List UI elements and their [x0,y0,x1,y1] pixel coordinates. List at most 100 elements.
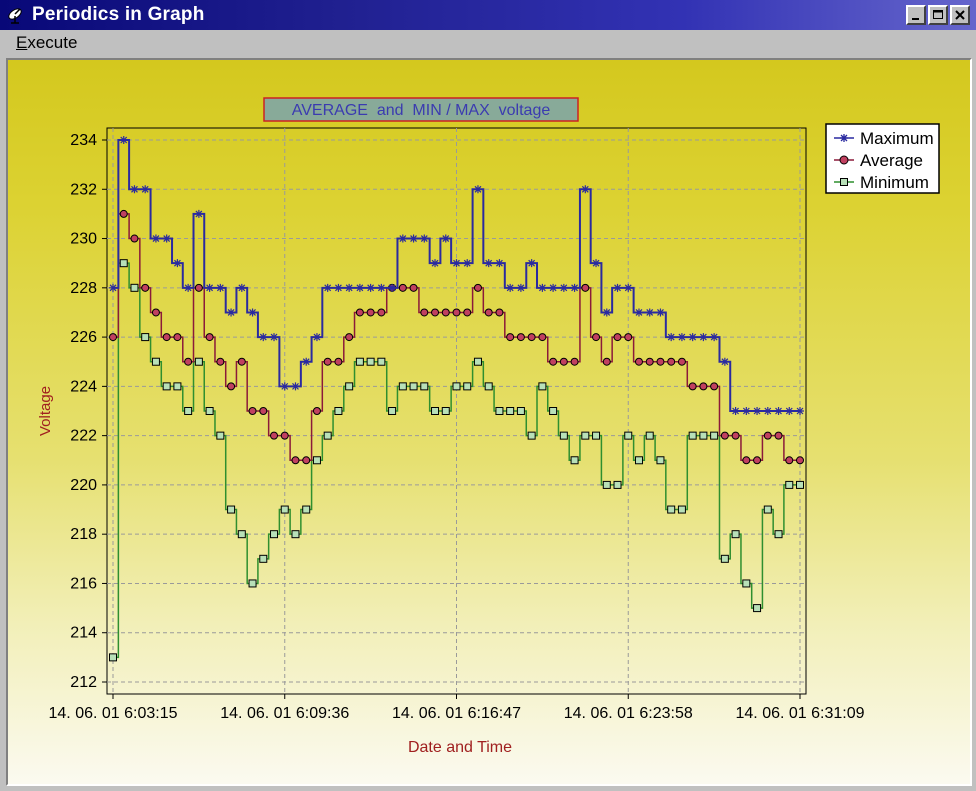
point-average [280,431,289,440]
point-minimum [581,431,590,440]
y-tick-label: 216 [70,575,97,592]
point-maximum [774,407,783,415]
point-average [345,333,354,342]
point-average [710,382,719,391]
close-icon[interactable] [950,5,970,25]
point-average [366,308,375,317]
point-minimum [334,407,343,415]
legend-item-maximum: Maximum [834,129,934,148]
point-average [473,283,482,292]
point-average [645,357,654,366]
point-maximum [162,234,171,243]
x-tick-label: 14. 06. 01 6:31:09 [736,705,865,722]
point-maximum [130,185,139,194]
point-average [763,431,772,440]
point-maximum [506,283,515,292]
x-axis: 14. 06. 01 6:03:15 14. 06. 01 6:09:36 14. … [49,694,865,722]
point-minimum [549,407,558,415]
point-average [355,308,364,317]
point-average [602,357,611,366]
point-average [720,431,729,440]
satellite-dish-icon[interactable] [6,5,26,25]
legend-label: Minimum [860,173,929,192]
point-minimum [291,530,300,539]
point-maximum [645,308,654,317]
point-maximum [720,357,729,366]
point-maximum [205,283,214,292]
point-average [420,308,429,317]
point-maximum [312,333,321,342]
point-minimum [302,505,311,514]
menu-execute[interactable]: Execute [16,33,77,53]
point-average [205,333,214,342]
point-maximum [184,283,193,292]
point-maximum [753,407,762,415]
point-maximum [441,234,450,243]
point-maximum [345,283,354,292]
point-minimum [420,382,429,391]
point-maximum [420,234,429,243]
point-minimum [259,554,268,563]
point-minimum [109,653,117,662]
x-tick-label: 14. 06. 01 6:09:36 [220,705,349,722]
point-average [753,456,762,465]
point-maximum [538,283,547,292]
legend: Maximum Average Minimum [825,123,940,194]
point-minimum [796,480,804,489]
point-average [291,456,300,465]
point-minimum [280,505,289,514]
maximize-icon[interactable] [928,5,948,25]
point-average [216,357,225,366]
point-maximum [527,259,536,268]
point-maximum [398,234,407,243]
point-maximum [742,407,751,415]
point-average [688,382,697,391]
point-minimum [409,382,418,391]
point-minimum [345,382,354,391]
point-average [162,333,171,342]
title-bar[interactable]: Periodics in Graph [0,0,976,30]
point-minimum [753,604,762,613]
point-average [377,308,386,317]
point-maximum [323,283,332,292]
point-minimum [592,431,601,440]
point-minimum [119,259,128,268]
point-minimum [151,357,160,366]
point-minimum [173,382,182,391]
series-layer [109,136,804,662]
voltage-chart: 212 214 216 218 220 222 224 226 228 230 232 234 14.… [37,97,940,756]
point-minimum [484,382,493,391]
point-minimum [216,431,225,440]
point-maximum [495,259,504,268]
point-average [398,283,407,292]
point-minimum [516,407,525,415]
minimize-icon[interactable] [906,5,926,25]
point-maximum [141,185,150,194]
point-maximum [151,234,160,243]
legend-label: Maximum [860,129,934,148]
point-maximum [763,407,772,415]
point-average [248,407,257,415]
point-maximum [452,259,461,268]
point-minimum [731,530,740,539]
point-average [409,283,418,292]
point-average [796,456,804,465]
point-average [506,333,515,342]
point-maximum [656,308,665,317]
point-maximum [699,333,708,342]
chart-panel: 212 214 216 218 220 222 224 226 228 230 232 234 14.… [6,58,972,786]
point-minimum [763,505,772,514]
point-maximum [570,283,579,292]
point-maximum [291,382,300,391]
point-maximum [227,308,236,317]
point-minimum [645,431,654,440]
point-minimum [441,407,450,415]
point-average [237,357,246,366]
point-maximum [731,407,740,415]
point-minimum [312,456,321,465]
point-maximum [581,185,590,194]
point-maximum [259,333,268,342]
point-average [731,431,740,440]
legend-marker [839,155,849,165]
point-average [549,357,558,366]
